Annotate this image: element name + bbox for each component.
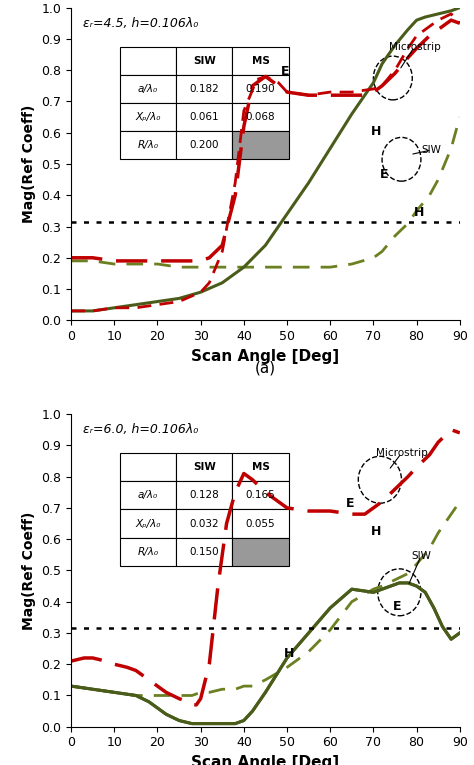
Text: 0.055: 0.055	[246, 519, 275, 529]
Bar	[176, 509, 232, 538]
Bar	[176, 75, 232, 103]
Text: εᵣ=6.0, h=0.106λ₀: εᵣ=6.0, h=0.106λ₀	[83, 424, 198, 437]
Text: 0.061: 0.061	[190, 112, 219, 122]
Text: Microstrip: Microstrip	[375, 448, 428, 458]
Text: εᵣ=4.5, h=0.106λ₀: εᵣ=4.5, h=0.106λ₀	[83, 17, 198, 30]
Bar	[119, 75, 176, 103]
Bar	[232, 538, 289, 566]
Bar	[119, 509, 176, 538]
X-axis label: Scan Angle [Deg]: Scan Angle [Deg]	[191, 349, 339, 363]
Bar	[176, 538, 232, 566]
Bar	[176, 103, 232, 131]
Text: E: E	[281, 65, 289, 78]
Bar	[119, 47, 176, 75]
Text: SIW: SIW	[193, 56, 216, 66]
Text: (a): (a)	[255, 361, 276, 376]
Bar	[232, 47, 289, 75]
Bar	[119, 481, 176, 509]
Text: SIW: SIW	[193, 462, 216, 472]
Text: 0.165: 0.165	[246, 490, 275, 500]
Bar	[119, 453, 176, 481]
Text: E: E	[393, 600, 401, 613]
Text: a/λ₀: a/λ₀	[138, 84, 158, 94]
Text: R/λ₀: R/λ₀	[137, 140, 158, 150]
Text: Microstrip: Microstrip	[389, 42, 440, 52]
Bar	[232, 75, 289, 103]
Text: SIW: SIW	[422, 145, 442, 155]
Text: 0.182: 0.182	[189, 84, 219, 94]
Bar	[176, 47, 232, 75]
Text: 0.128: 0.128	[189, 490, 219, 500]
Text: 0.200: 0.200	[190, 140, 219, 150]
Y-axis label: Mag(Ref Coeff): Mag(Ref Coeff)	[22, 511, 36, 630]
Text: 0.190: 0.190	[246, 84, 275, 94]
Text: 0.150: 0.150	[190, 547, 219, 557]
Bar	[176, 481, 232, 509]
Text: H: H	[370, 125, 381, 138]
Bar	[232, 481, 289, 509]
Bar	[232, 509, 289, 538]
Text: 0.032: 0.032	[190, 519, 219, 529]
Bar	[119, 131, 176, 159]
X-axis label: Scan Angle [Deg]: Scan Angle [Deg]	[191, 755, 339, 765]
Bar	[232, 453, 289, 481]
Text: Xₚ/λ₀: Xₚ/λ₀	[135, 519, 161, 529]
Text: R/λ₀: R/λ₀	[137, 547, 158, 557]
Bar	[232, 131, 289, 159]
Text: H: H	[370, 525, 381, 538]
Bar	[176, 453, 232, 481]
Bar	[176, 131, 232, 159]
Text: MS: MS	[252, 462, 270, 472]
Text: E: E	[380, 168, 389, 181]
Text: H: H	[414, 206, 424, 219]
Text: SIW: SIW	[411, 552, 431, 562]
Text: 0.068: 0.068	[246, 112, 275, 122]
Text: E: E	[346, 496, 354, 509]
Bar	[119, 538, 176, 566]
Text: Xₚ/λ₀: Xₚ/λ₀	[135, 112, 161, 122]
Y-axis label: Mag(Ref Coeff): Mag(Ref Coeff)	[22, 105, 36, 223]
Bar	[119, 103, 176, 131]
Text: MS: MS	[252, 56, 270, 66]
Text: a/λ₀: a/λ₀	[138, 490, 158, 500]
Bar	[232, 103, 289, 131]
Text: H: H	[284, 646, 294, 659]
